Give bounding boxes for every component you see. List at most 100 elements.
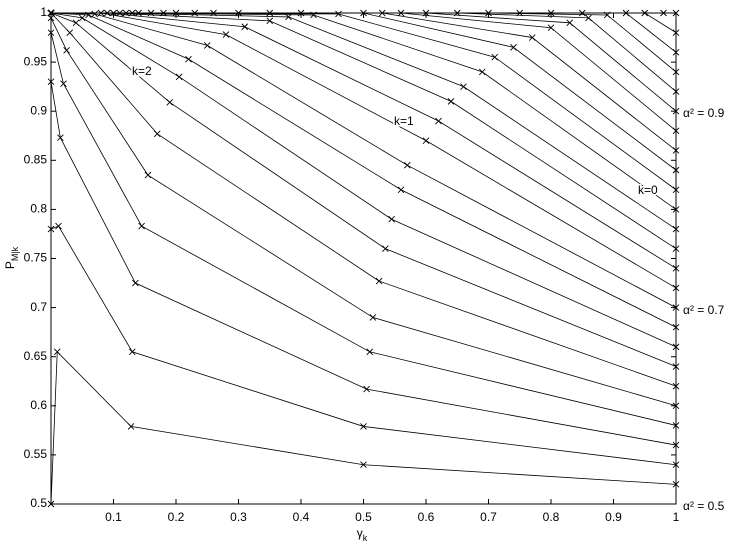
point-marker [128,348,136,356]
point-marker [422,137,430,144]
point-marker [672,284,680,292]
point-marker [60,80,67,88]
point-marker [144,171,152,179]
point-marker [222,31,230,38]
point-marker [578,9,586,17]
point-marker [53,348,61,356]
point-marker [672,461,680,469]
point-marker [672,343,680,351]
point-marker [660,9,667,17]
point-marker [153,130,161,138]
y-axis-label: PM|k [3,246,20,269]
point-marker [375,277,383,285]
y-tick-label: 0.95 [24,54,48,68]
point-marker [138,222,145,230]
x-label-sub: k [363,533,368,543]
point-marker [360,423,367,430]
point-marker [266,17,274,25]
point-marker [388,215,395,223]
x-tick-label: 0.1 [105,510,122,524]
point-marker [672,206,680,213]
point-marker [672,48,680,56]
point-marker [672,68,680,76]
y-label-sub: M|k [10,246,20,261]
point-marker [47,225,55,233]
x-tick-label: 0.4 [293,510,310,524]
point-marker [55,222,62,230]
point-marker [369,314,377,321]
point-marker [335,10,342,18]
point-marker [510,44,517,51]
x-tick-label: 0.9 [605,510,622,524]
y-tick-label: 0.8 [30,202,47,216]
plot-frame [50,12,677,505]
point-marker [403,161,411,169]
point-marker [672,481,680,488]
point-marker [672,382,680,390]
annotation: k=0 [638,183,658,197]
point-marker [672,186,680,194]
point-marker [66,29,74,36]
point-marker [672,127,680,135]
x-label-main: γ [357,526,363,540]
point-marker [63,46,70,54]
point-marker [166,99,174,106]
x-tick-label: 1 [673,510,680,524]
annotation: α² = 0.7 [683,303,725,317]
point-marker [547,24,555,32]
point-marker [91,10,99,18]
y-tick-label: 0.55 [24,447,48,461]
x-tick-label: 0.6 [418,510,435,524]
point-marker [47,14,55,22]
point-marker [132,279,139,287]
point-marker [241,23,249,31]
annotation: α² = 0.5 [683,499,725,513]
point-marker [460,83,467,90]
point-marker [478,68,486,76]
annotation: k=1 [394,114,414,128]
point-marker [47,29,55,36]
point-marker [435,117,442,125]
point-marker [397,186,405,194]
x-tick-label: 0.8 [543,510,560,524]
point-marker [175,73,183,81]
x-tick-label: 0.3 [230,510,247,524]
y-tick-label: 0.7 [30,300,47,314]
point-marker [528,34,536,41]
point-marker [57,134,64,142]
point-marker [672,245,680,252]
point-marker [672,9,680,17]
point-marker [585,14,592,22]
point-marker [297,9,305,17]
point-marker [672,166,680,174]
point-marker [672,265,680,272]
point-marker [672,304,680,311]
point-marker [672,29,680,36]
y-tick-label: 0.9 [30,103,47,117]
point-marker [672,441,680,449]
point-marker [672,422,680,429]
point-marker [672,363,680,370]
y-tick-label: 0.85 [24,152,48,166]
annotation: α² = 0.9 [683,106,725,120]
point-marker [363,385,370,393]
y-tick-label: 0.65 [24,349,48,363]
point-marker [366,348,374,356]
point-marker [382,245,389,252]
point-marker [672,225,680,233]
point-marker [566,19,574,27]
y-tick-label: 0.75 [24,251,48,265]
x-axis-label: γk [357,526,368,543]
point-marker [672,88,680,95]
point-marker [185,55,192,63]
point-marker [127,423,135,430]
y-tick-label: 0.5 [30,496,47,510]
point-marker [672,402,680,410]
point-marker [672,147,680,154]
point-marker [203,42,211,49]
x-tick-label: 0.5 [355,510,372,524]
y-tick-label: 1 [40,5,47,19]
point-marker [360,461,367,469]
